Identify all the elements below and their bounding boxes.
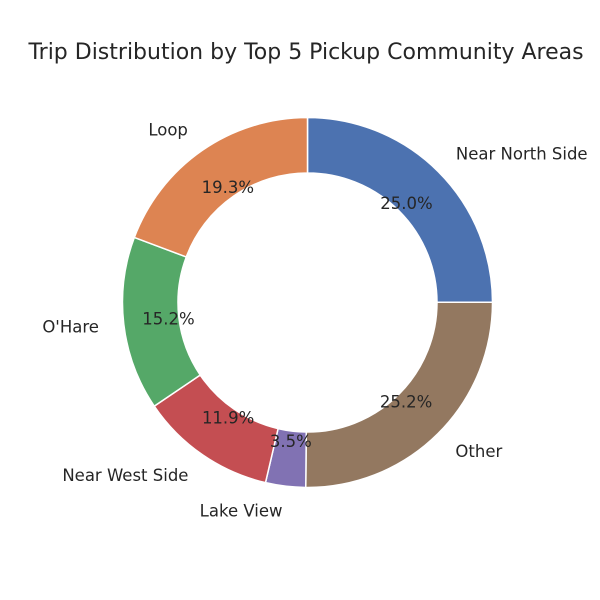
slice-label-other: Other [455,442,502,461]
slices-layer [121,116,494,489]
slice-label-o-hare: O'Hare [42,318,99,337]
slice-label-near-west-side: Near West Side [62,466,188,485]
pct-label-loop: 19.3% [202,178,254,197]
pct-label-near-west-side: 11.9% [202,408,254,427]
labels-layer: 25.0% Near North Side 25.2% Other 3.5% Lake V… [42,120,587,520]
pct-label-lake-view: 3.5% [270,432,312,451]
pct-label-near-north-side: 25.0% [380,194,432,213]
pct-label-o-hare: 15.2% [142,309,194,328]
slice-loop [133,116,309,258]
pct-label-other: 25.2% [380,392,432,411]
slice-label-lake-view: Lake View [200,502,283,521]
slice-label-near-north-side: Near North Side [456,144,588,163]
chart-title: Trip Distribution by Top 5 Pickup Commun… [28,40,584,65]
slice-label-loop: Loop [148,120,188,139]
